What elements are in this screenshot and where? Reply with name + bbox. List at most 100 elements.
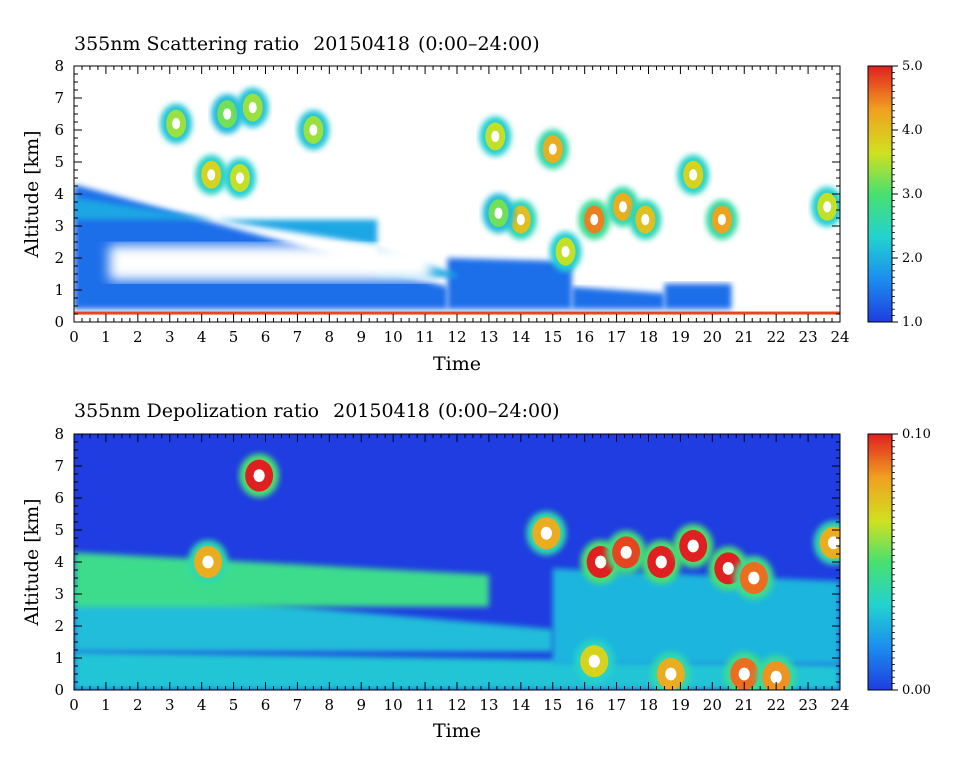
panel2-colorbar — [867, 433, 893, 691]
panel2-ytick-label: 1 — [54, 649, 64, 667]
panel2-xtick-label: 3 — [165, 696, 175, 714]
panel2-xtick-label: 17 — [607, 696, 626, 714]
panel1-cloud-core — [689, 169, 698, 181]
panel1-ylabel: Altitude [km] — [21, 130, 43, 258]
panel2-xtick-label: 6 — [261, 696, 271, 714]
panel1-cloud-core — [494, 207, 503, 219]
panel2-xtick-label: 18 — [639, 696, 658, 714]
panel2-layer — [74, 552, 489, 607]
panel1-cloud-core — [207, 169, 216, 181]
panel2-xtick-label: 4 — [197, 696, 207, 714]
panel2-ytick-label: 2 — [54, 617, 64, 635]
panel2-ytick-label: 0 — [54, 681, 64, 699]
panel1-ytick-label: 3 — [54, 217, 64, 235]
panel2-date: 20150418 — [333, 400, 430, 422]
panel1-xtick-label: 8 — [325, 328, 335, 346]
panel1-axes: 0 1 2 3 4 5 6 7 8 9 10 11 12 13 14 15 16 17 18 19 20 21 22 23 24… — [54, 57, 849, 346]
panel2-cloud-core — [202, 555, 214, 569]
panel2-cloud-core — [595, 555, 607, 569]
panel2-ytick-label: 6 — [54, 489, 64, 507]
panel1-colorbar-tick-label: 3.0 — [902, 187, 923, 202]
panel2-cloud-core — [748, 571, 760, 585]
panel2-xtick-label: 0 — [69, 696, 79, 714]
panel2-xtick-label: 13 — [479, 696, 498, 714]
scattering-ratio-panel: 355nm Scattering ratio 20150418 (0:00–24:0… — [21, 33, 923, 375]
panel2-cloud-core — [722, 562, 734, 575]
panel1-colorbar — [867, 65, 893, 323]
panel1-layer — [571, 286, 665, 310]
panel2-xtick-label: 14 — [511, 696, 530, 714]
panel2-time-range: (0:00–24:00) — [438, 400, 560, 422]
panel1-layer — [664, 283, 732, 310]
panel1-cloud-core — [561, 246, 570, 258]
panel1-xtick-label: 6 — [261, 328, 271, 346]
panel1-xtick-label: 12 — [447, 328, 466, 346]
panel1-xtick-label: 15 — [543, 328, 562, 346]
panel1-xtick-label: 22 — [767, 328, 786, 346]
panel1-date: 20150418 — [313, 33, 410, 55]
panel2-xtick-label: 11 — [416, 696, 435, 714]
panel1-xlabel: Time — [433, 353, 481, 375]
panel1-xtick-label: 16 — [575, 328, 594, 346]
panel2-axes: 0 1 2 3 4 5 6 7 8 9 10 11 12 13 14 15 16 17 18 19 20 21 22 23 24… — [54, 425, 849, 714]
panel1-ytick-label: 2 — [54, 249, 64, 267]
panel1-xtick-label: 9 — [356, 328, 366, 346]
panel1-colorbar-ticks: 1.0 2.0 3.0 4.0 5.0 — [892, 59, 923, 330]
panel2-cloud-core — [620, 546, 632, 559]
panel2-ytick-label: 5 — [54, 521, 64, 539]
panel1-xtick-label: 24 — [830, 328, 849, 346]
panel1-title: 355nm Scattering ratio — [74, 33, 299, 55]
panel2-xlabel: Time — [433, 720, 481, 742]
panel2-xtick-label: 8 — [325, 696, 335, 714]
panel1-xtick-label: 18 — [639, 328, 658, 346]
panel2-cloud-core — [588, 654, 600, 668]
panel1-surface-line — [74, 311, 840, 315]
panel1-ytick-label: 6 — [54, 121, 64, 139]
panel1-cloud-core — [823, 201, 832, 213]
panel2-xtick-label: 9 — [356, 696, 366, 714]
panel1-xtick-label: 10 — [384, 328, 403, 346]
panel1-colorbar-tick-label: 1.0 — [902, 315, 923, 330]
panel2-heatmap — [74, 453, 840, 690]
panel1-cloud-core — [248, 102, 257, 114]
panel2-xtick-label: 21 — [735, 696, 754, 714]
panel2-xtick-label: 1 — [101, 696, 111, 714]
panel2-cloud-core — [253, 469, 265, 482]
panel1-cloud-core — [223, 108, 232, 120]
panel2-ytick-label: 7 — [54, 457, 64, 475]
panel2-ylabel: Altitude [km] — [21, 498, 43, 626]
depolarization-ratio-panel: 355nm Depolization ratio 20150418 (0:00–24… — [21, 400, 931, 742]
panel1-cloud-core — [235, 172, 244, 184]
panel1-xtick-label: 7 — [293, 328, 303, 346]
panel2-colorbar-tick-label: 0.10 — [902, 427, 931, 442]
panel2-ytick-label: 8 — [54, 425, 64, 443]
panel2-colorbar-ticks: 0.00 0.10 — [892, 427, 931, 698]
panel2-xtick-label: 24 — [830, 696, 849, 714]
panel2-colorbar-tick-label: 0.00 — [902, 683, 931, 698]
panel1-xtick-label: 5 — [229, 328, 239, 346]
panel1-xtick-label: 13 — [479, 328, 498, 346]
panel1-ytick-label: 4 — [54, 185, 64, 203]
panel1-clear-gap — [109, 245, 432, 281]
panel2-cloud-core — [687, 539, 699, 553]
panel1-ytick-label: 7 — [54, 89, 64, 107]
panel1-ytick-label: 0 — [54, 313, 64, 331]
panel1-colorbar-tick-label: 5.0 — [902, 59, 923, 74]
panel1-cloud-core — [516, 214, 525, 226]
panel1-ytick-label: 5 — [54, 153, 64, 171]
panel2-xtick-label: 16 — [575, 696, 594, 714]
panel1-layer — [447, 258, 572, 310]
panel2-cloud-core — [540, 526, 552, 540]
panel2-cloud-core — [738, 667, 750, 681]
panel2-xtick-label: 15 — [543, 696, 562, 714]
panel2-cloud-core — [655, 555, 667, 569]
panel2-ytick-label: 3 — [54, 585, 64, 603]
panel1-cloud-core — [309, 124, 318, 136]
panel2-xtick-label: 19 — [671, 696, 690, 714]
panel1-cloud-core — [172, 118, 181, 130]
panel1-xtick-label: 4 — [197, 328, 207, 346]
panel2-xtick-label: 2 — [133, 696, 143, 714]
panel2-xtick-label: 12 — [447, 696, 466, 714]
